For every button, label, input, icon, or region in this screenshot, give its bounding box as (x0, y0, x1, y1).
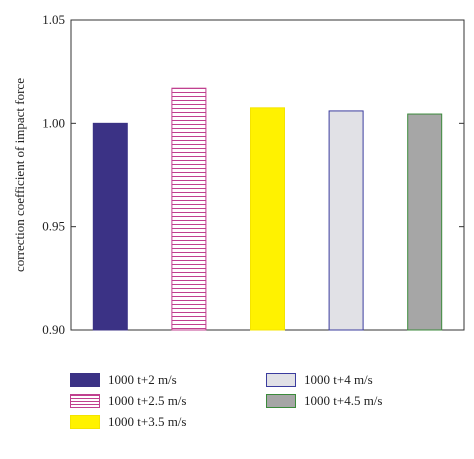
bar-3 (250, 107, 285, 331)
legend-swatch (70, 394, 100, 408)
y-axis-label: correction coefficient of impact force (12, 78, 27, 272)
y-tick-label: 0.90 (42, 322, 65, 337)
bar-1 (92, 122, 128, 331)
bar-4 (328, 110, 364, 331)
bar-5 (407, 113, 443, 331)
legend-swatch (266, 373, 296, 387)
bar-2 (171, 87, 207, 331)
y-tick-label: 1.05 (42, 12, 65, 27)
legend-swatch (266, 394, 296, 408)
legend: 1000 t+2 m/s 1000 t+2.5 m/s 1000 t+3.5 m/s… (70, 372, 470, 452)
legend-item: 1000 t+2.5 m/s (70, 393, 186, 409)
legend-label: 1000 t+3.5 m/s (108, 414, 187, 429)
legend-label: 1000 t+4.5 m/s (304, 393, 383, 408)
legend-item: 1000 t+4 m/s (266, 372, 373, 388)
y-tick-label: 0.95 (42, 219, 65, 234)
legend-item: 1000 t+2 m/s (70, 372, 177, 388)
legend-item: 1000 t+4.5 m/s (266, 393, 382, 409)
legend-label: 1000 t+2 m/s (108, 372, 177, 387)
bar-chart: 0.90 0.95 1.00 1.05 correction coefficient … (12, 12, 465, 337)
y-tick-label: 1.00 (42, 115, 65, 130)
legend-label: 1000 t+2.5 m/s (108, 393, 187, 408)
legend-swatch (70, 415, 100, 429)
legend-label: 1000 t+4 m/s (304, 372, 373, 387)
legend-item: 1000 t+3.5 m/s (70, 414, 186, 430)
legend-swatch (70, 373, 100, 387)
